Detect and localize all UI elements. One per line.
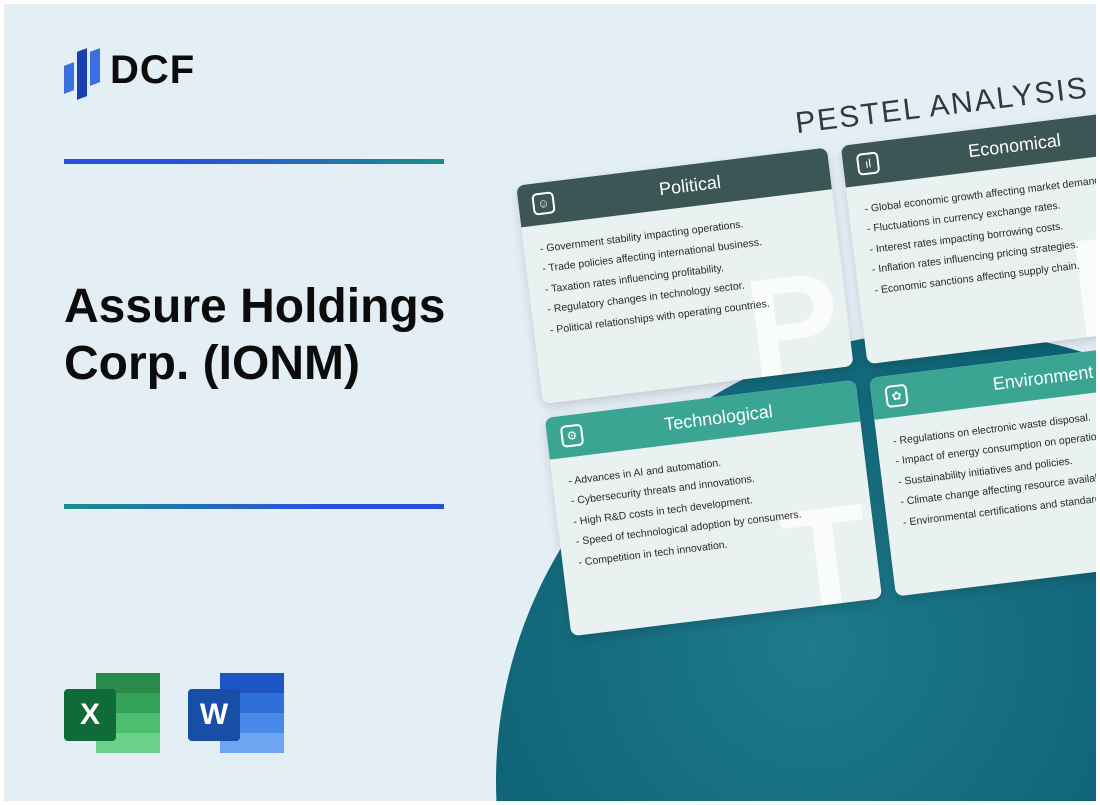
card-political: ☺ Political Government stability impacti… (516, 148, 853, 405)
divider-top (64, 159, 444, 164)
card-technological: ⚙ Technological Advances in AI and autom… (545, 380, 882, 637)
file-icons-row: X W (64, 665, 284, 761)
brand-name: DCF (110, 48, 195, 93)
divider-bottom (64, 504, 444, 509)
person-icon: ☺ (531, 191, 556, 216)
card-economical: ıl Economical Global economic growth aff… (841, 108, 1096, 365)
card-environment: ✿ Environment Regulations on electronic … (869, 340, 1096, 597)
excel-badge: X (64, 689, 116, 741)
bars-icon: ıl (856, 151, 881, 176)
leaf-icon: ✿ (884, 384, 909, 409)
word-badge: W (188, 689, 240, 741)
gear-icon: ⚙ (560, 423, 585, 448)
brand-logo: DCF (64, 42, 195, 98)
excel-icon: X (64, 665, 160, 761)
pestel-grid: ☺ Political Government stability impacti… (516, 108, 1096, 637)
infographic-canvas: DCF Assure Holdings Corp. (IONM) X W PES… (4, 4, 1096, 801)
page-title: Assure Holdings Corp. (IONM) (64, 279, 524, 392)
logo-bars-icon (64, 42, 100, 98)
word-icon: W (188, 665, 284, 761)
pestel-panel: PESTEL ANALYSIS ☺ Political Government s… (511, 64, 1096, 636)
